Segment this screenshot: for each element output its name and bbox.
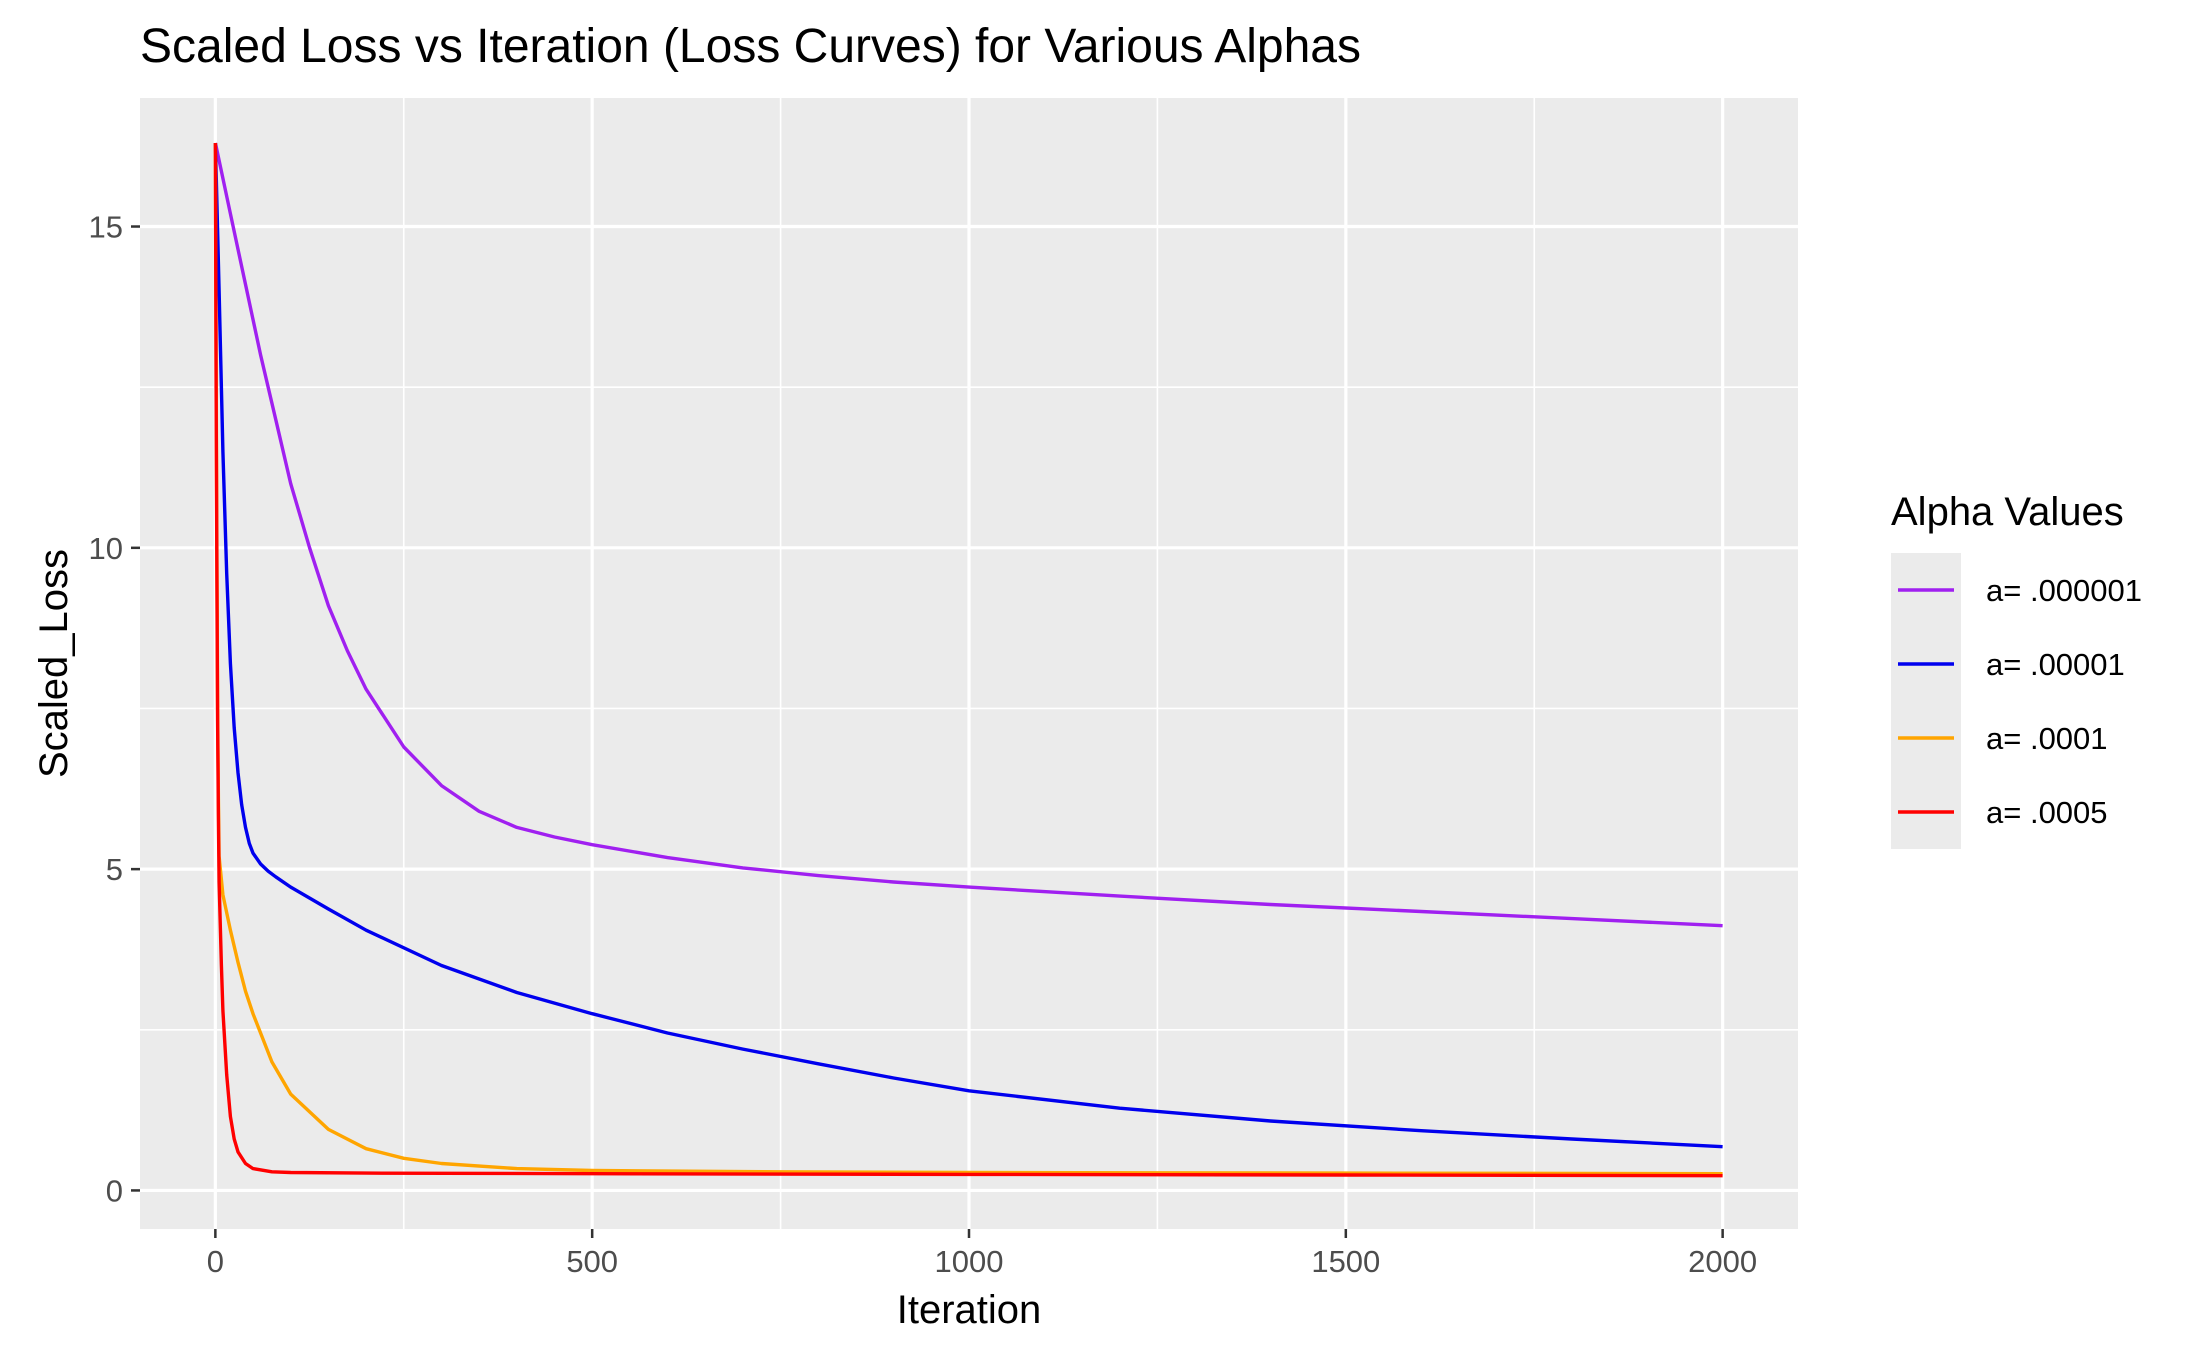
y-tick-label: 5 xyxy=(106,852,123,887)
series-lines xyxy=(213,142,1723,1178)
y-tick-label: 10 xyxy=(89,531,123,566)
series-line xyxy=(213,142,1723,1178)
y-axis-title: Scaled_Loss xyxy=(32,549,76,778)
legend-title: Alpha Values xyxy=(1891,490,2124,534)
legend-keys-background xyxy=(1891,553,1961,849)
x-tick-label: 500 xyxy=(566,1244,618,1279)
legend-item-label: a= .0001 xyxy=(1986,721,2108,756)
chart-title: Scaled Loss vs Iteration (Loss Curves) f… xyxy=(140,20,1361,73)
series-line xyxy=(213,142,1723,1149)
x-axis-title: Iteration xyxy=(897,1288,1042,1332)
legend: Alpha Values a= .000001 a= .00001 a= .0001… xyxy=(1891,490,2142,849)
legend-items: a= .000001 a= .00001 a= .0001 a= .0005 xyxy=(1898,573,2142,830)
y-tick-label: 0 xyxy=(106,1173,123,1208)
y-axis: 0 5 10 15 xyxy=(89,210,140,1208)
legend-item-label: a= .0005 xyxy=(1986,795,2108,830)
x-tick-label: 0 xyxy=(207,1244,224,1279)
x-tick-label: 2000 xyxy=(1688,1244,1757,1279)
x-tick-label: 1000 xyxy=(935,1244,1004,1279)
x-axis: 0 500 1000 1500 2000 xyxy=(207,1229,1757,1279)
x-tick-label: 1500 xyxy=(1311,1244,1380,1279)
legend-item-label: a= .00001 xyxy=(1986,647,2125,682)
legend-item-label: a= .000001 xyxy=(1986,573,2142,608)
series-line xyxy=(213,142,1723,928)
y-tick-label: 15 xyxy=(89,210,123,245)
